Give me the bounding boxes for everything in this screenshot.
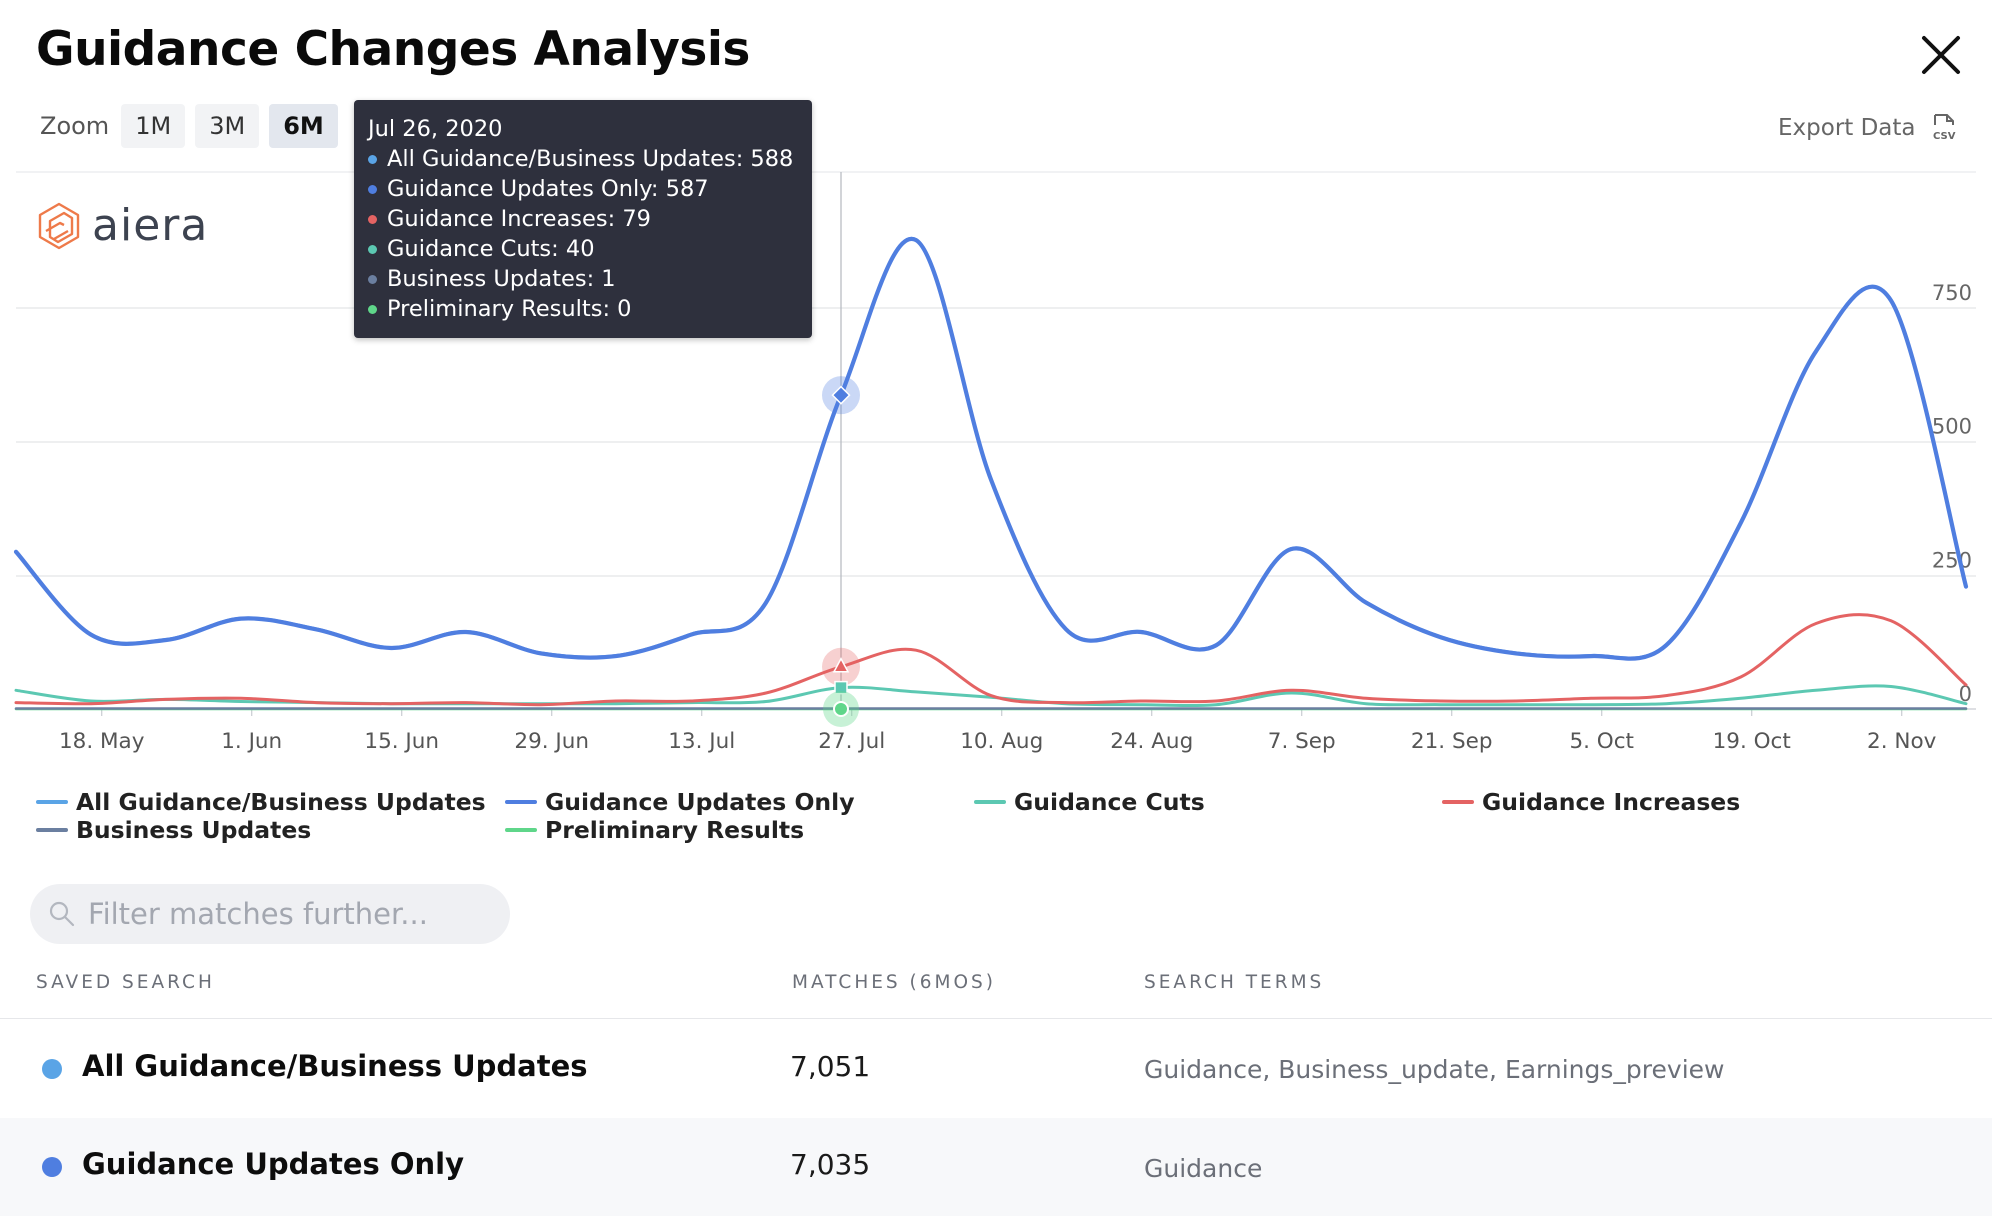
x-tick-label: 2. Nov <box>1867 729 1937 754</box>
tooltip-row: Guidance Cuts: 40 <box>368 234 798 264</box>
hover-marker <box>831 385 851 405</box>
tooltip-row-label: Guidance Updates Only: 587 <box>387 176 709 202</box>
x-tick-label: 10. Aug <box>960 729 1043 754</box>
legend-swatch <box>974 800 1006 804</box>
y-axis-ticks: 0 250 500 750 <box>1932 281 1972 706</box>
filter-search <box>30 884 510 944</box>
tooltip-series-dot <box>368 244 377 254</box>
x-tick-label: 18. May <box>59 729 145 754</box>
x-tick-label: 29. Jun <box>514 729 589 754</box>
table-row[interactable]: All Guidance/Business Updates 7,051 Guid… <box>0 1019 1992 1117</box>
x-tick-label: 15. Jun <box>364 729 439 754</box>
tooltip-row-label: All Guidance/Business Updates: 588 <box>387 146 794 172</box>
hover-marker <box>833 701 849 717</box>
zoom-selector: Zoom 1M 3M 6M <box>40 104 348 148</box>
aiera-logo-text: aiera <box>92 200 209 251</box>
legend-swatch <box>505 828 537 832</box>
export-data-button[interactable]: Export Data CSV <box>1778 114 1956 142</box>
chart-tooltip: Jul 26, 2020 All Guidance/Business Updat… <box>354 100 812 338</box>
search-terms: Guidance <box>1144 1154 1263 1183</box>
x-tick-label: 21. Sep <box>1411 729 1493 754</box>
aiera-logo-icon <box>38 202 80 249</box>
column-header-matches[interactable]: Matches (6mos) <box>792 972 997 993</box>
svg-text:CSV: CSV <box>1933 131 1956 142</box>
tooltip-row: Business Updates: 1 <box>368 264 798 294</box>
x-tick-label: 13. Jul <box>668 729 735 754</box>
legend-item-guidance-increases[interactable]: Guidance Increases <box>1442 788 1740 816</box>
chart-series <box>13 236 1969 711</box>
search-terms: Guidance, Business_update, Earnings_prev… <box>1144 1055 1725 1084</box>
series-line-guidance-increases[interactable] <box>14 613 1968 707</box>
close-icon[interactable] <box>1918 32 1964 78</box>
series-line-guidance-updates-only[interactable] <box>13 236 1969 661</box>
tooltip-row: Preliminary Results: 0 <box>368 294 798 324</box>
hover-crosshair <box>822 172 860 727</box>
zoom-1m-button[interactable]: 1M <box>121 104 186 148</box>
zoom-3m-button[interactable]: 3M <box>195 104 260 148</box>
tooltip-row-label: Guidance Cuts: 40 <box>387 236 595 262</box>
chart-legend: All Guidance/Business Updates Guidance U… <box>36 788 1936 848</box>
csv-file-icon: CSV <box>1933 114 1956 142</box>
tooltip-row-label: Preliminary Results: 0 <box>387 296 632 322</box>
legend-swatch <box>505 800 537 804</box>
legend-item-business-updates[interactable]: Business Updates <box>36 816 311 844</box>
legend-label: Guidance Cuts <box>1014 788 1205 816</box>
zoom-label: Zoom <box>40 112 110 140</box>
page-title: Guidance Changes Analysis <box>36 22 750 77</box>
series-color-dot <box>42 1157 62 1177</box>
tooltip-series-dot <box>368 274 377 284</box>
tooltip-row: Guidance Updates Only: 587 <box>368 174 798 204</box>
export-data-label: Export Data <box>1778 115 1916 141</box>
y-tick-label: 0 <box>1959 682 1972 706</box>
legend-item-preliminary-results[interactable]: Preliminary Results <box>505 816 804 844</box>
hover-marker <box>832 657 850 673</box>
x-tick-label: 24. Aug <box>1110 729 1193 754</box>
tooltip-series-dot <box>368 184 377 194</box>
x-tick-label: 1. Jun <box>221 729 282 754</box>
tooltip-series-dot <box>368 304 377 314</box>
legend-label: All Guidance/Business Updates <box>76 788 486 816</box>
guidance-line-chart[interactable]: 0 250 500 750 18. May 1. Jun 15. Jun 29. Jun 13… <box>0 160 1992 760</box>
saved-search-name: Guidance Updates Only <box>82 1147 464 1181</box>
series-line-all-guidance-business-updates[interactable] <box>14 236 1968 660</box>
legend-label: Business Updates <box>76 816 312 844</box>
table-row[interactable]: Guidance Updates Only 7,035 Guidance <box>0 1118 1992 1216</box>
matches-count: 7,051 <box>790 1050 871 1083</box>
legend-item-guidance-cuts[interactable]: Guidance Cuts <box>974 788 1205 816</box>
tooltip-date: Jul 26, 2020 <box>368 116 503 142</box>
filter-input[interactable] <box>88 897 488 931</box>
tooltip-row: All Guidance/Business Updates: 588 <box>368 144 798 174</box>
tooltip-row-label: Guidance Increases: 79 <box>387 206 651 232</box>
legend-label: Guidance Updates Only <box>545 788 855 816</box>
search-icon <box>49 901 75 927</box>
legend-label: Guidance Increases <box>1482 788 1741 816</box>
legend-item-all-guidance[interactable]: All Guidance/Business Updates <box>36 788 486 816</box>
tooltip-series-dot <box>368 154 377 164</box>
tooltip-row-label: Business Updates: 1 <box>387 266 616 292</box>
saved-search-name: All Guidance/Business Updates <box>82 1049 588 1083</box>
column-header-saved-search[interactable]: Saved Search <box>36 972 215 993</box>
legend-swatch <box>36 800 68 804</box>
y-tick-label: 750 <box>1932 281 1972 305</box>
x-tick-label: 7. Sep <box>1268 729 1336 754</box>
legend-label: Preliminary Results <box>545 816 805 844</box>
column-header-search-terms[interactable]: Search Terms <box>1144 972 1325 993</box>
table-divider <box>0 1018 1992 1019</box>
hover-marker <box>834 680 848 695</box>
x-axis-ticks: 18. May 1. Jun 15. Jun 29. Jun 13. Jul 27. Ju… <box>59 709 1937 754</box>
x-tick-label: 19. Oct <box>1713 729 1791 754</box>
legend-swatch <box>36 828 68 832</box>
x-tick-label: 27. Jul <box>818 729 885 754</box>
legend-swatch <box>1442 800 1474 804</box>
tooltip-row: Guidance Increases: 79 <box>368 204 798 234</box>
series-color-dot <box>42 1059 62 1079</box>
x-tick-label: 5. Oct <box>1569 729 1634 754</box>
y-tick-label: 500 <box>1932 415 1972 439</box>
tooltip-series-dot <box>368 214 377 224</box>
y-tick-label: 250 <box>1932 548 1972 572</box>
zoom-6m-button[interactable]: 6M <box>269 104 338 148</box>
aiera-logo: aiera <box>34 200 208 251</box>
legend-item-guidance-updates-only[interactable]: Guidance Updates Only <box>505 788 855 816</box>
matches-count: 7,035 <box>790 1148 871 1181</box>
